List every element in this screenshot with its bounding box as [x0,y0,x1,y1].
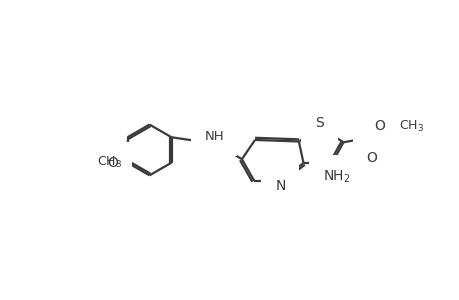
Text: CH$_3$: CH$_3$ [398,118,423,134]
Text: O: O [366,152,377,165]
Text: CH$_3$: CH$_3$ [97,155,123,170]
Text: NH$_2$: NH$_2$ [322,169,350,185]
Text: NH: NH [204,130,224,142]
Text: O: O [107,156,118,170]
Text: S: S [314,116,323,130]
Text: O: O [374,119,384,133]
Text: N: N [274,179,285,193]
